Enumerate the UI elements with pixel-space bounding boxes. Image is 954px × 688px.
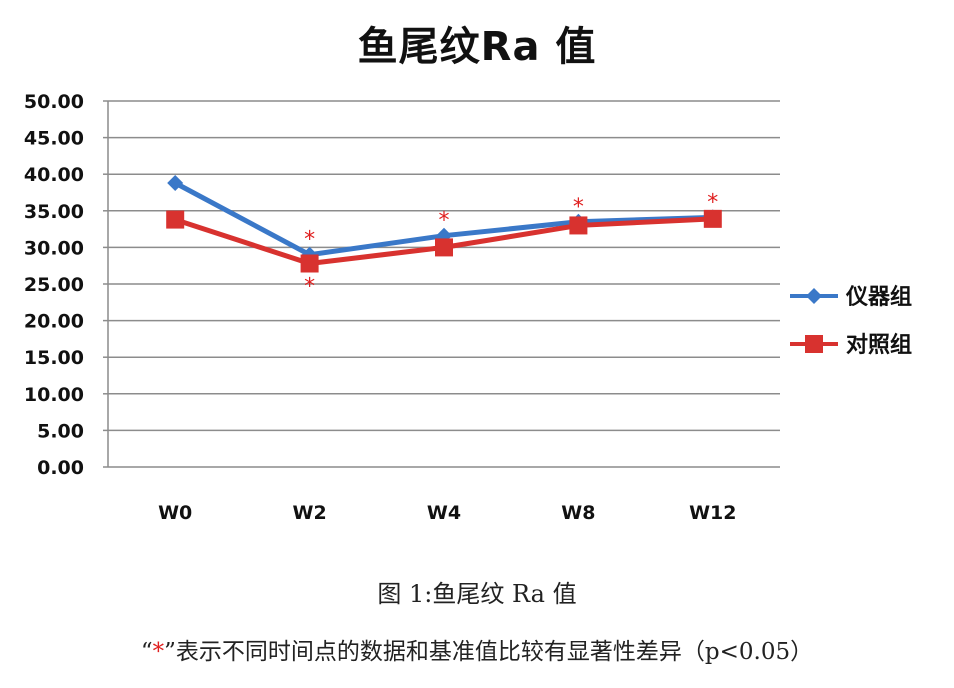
y-tick-label: 40.00 (24, 164, 84, 186)
x-tick-label: W12 (689, 502, 736, 524)
y-tick-label: 45.00 (24, 128, 84, 150)
markers-对照组 (166, 209, 722, 273)
diamond-marker (806, 288, 822, 304)
note-text: ”表示不同时间点的数据和基准值比较有显著性差异（p<0.05） (164, 639, 814, 665)
y-tick-label: 35.00 (24, 201, 84, 223)
significance-star: * (304, 228, 315, 253)
x-axis-ticks: W0 W2 W4 W8 W12 (158, 502, 736, 524)
x-tick-label: W8 (561, 502, 595, 524)
y-tick-label: 15.00 (24, 347, 84, 369)
x-tick-label: W4 (427, 502, 461, 524)
square-marker (569, 216, 588, 235)
note-star: * (152, 639, 165, 665)
square-marker (166, 210, 185, 229)
y-axis-ticks: 0.00 5.00 10.00 15.00 20.00 25.00 30.00 35.00 40… (24, 91, 84, 479)
legend-item: 仪器组 (790, 284, 912, 310)
y-tick-label: 0.00 (37, 457, 84, 479)
significance-star: * (304, 275, 315, 300)
square-marker (435, 238, 453, 257)
y-tick-label: 5.00 (37, 420, 84, 442)
y-tick-label: 30.00 (24, 237, 84, 259)
x-tick-label: W2 (293, 502, 327, 524)
legend-label: 对照组 (846, 332, 912, 358)
significance-star: * (439, 209, 450, 234)
axes (107, 101, 780, 468)
line-chart: 0.00 5.00 10.00 15.00 20.00 25.00 30.00 35.00 40… (24, 91, 912, 524)
x-tick-label: W0 (158, 502, 192, 524)
legend-item: 对照组 (790, 332, 912, 358)
significance-star: * (573, 195, 584, 220)
significance-annotations: * * * * * (304, 190, 718, 299)
significance-star: * (707, 190, 718, 215)
square-marker (703, 209, 722, 228)
significance-note: “*”表示不同时间点的数据和基准值比较有显著性差异（p<0.05） (0, 632, 954, 666)
diamond-marker (167, 174, 184, 191)
legend-label: 仪器组 (845, 284, 912, 310)
y-tick-label: 50.00 (24, 91, 84, 113)
y-tick-label: 25.00 (24, 274, 84, 296)
chart-title: 鱼尾纹Ra 值 (357, 24, 597, 70)
y-tick-label: 10.00 (24, 384, 84, 406)
y-tick-label: 20.00 (24, 311, 84, 333)
square-marker (805, 335, 823, 353)
gridlines (103, 100, 780, 468)
note-open-quote: “ (140, 639, 153, 665)
square-marker (300, 254, 319, 273)
series-lines (166, 174, 722, 273)
figure-caption: 图 1:鱼尾纹 Ra 值 (377, 580, 577, 608)
